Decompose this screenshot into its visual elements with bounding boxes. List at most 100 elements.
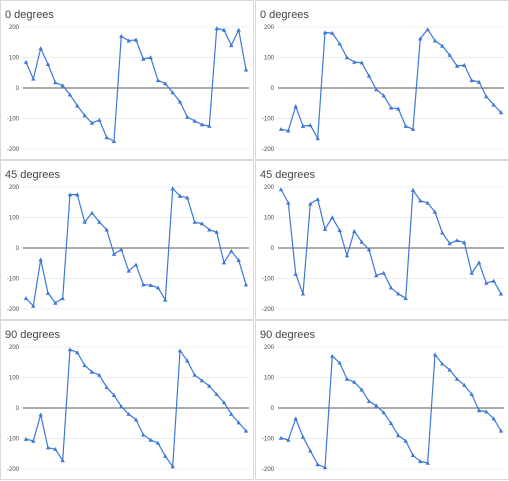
data-point — [403, 438, 408, 443]
data-point — [491, 102, 496, 107]
data-point — [155, 285, 161, 290]
data-point — [214, 26, 219, 31]
chart-panel-4: 45 degrees 200 100 0 -100 -200 — [255, 160, 509, 320]
data-point — [447, 367, 452, 372]
y-tick-label: -200 — [7, 147, 20, 153]
data-point — [278, 127, 284, 131]
data-point — [177, 348, 183, 353]
data-point — [155, 440, 161, 445]
data-point — [75, 103, 80, 108]
data-point — [454, 238, 460, 243]
y-tick-label: 100 — [264, 56, 275, 62]
data-point — [141, 56, 146, 61]
data-point — [315, 462, 320, 467]
data-point — [236, 420, 241, 425]
data-point — [352, 229, 357, 233]
y-tick-label: 0 — [271, 86, 275, 92]
data-point — [23, 59, 29, 64]
data-point — [214, 229, 219, 234]
data-point — [337, 41, 342, 46]
data-point — [148, 283, 153, 287]
data-point — [381, 410, 386, 415]
data-point — [293, 271, 298, 276]
data-point — [322, 465, 328, 470]
y-tick-label: 0 — [16, 246, 20, 252]
data-point — [432, 209, 438, 214]
y-tick-label: -200 — [262, 307, 275, 313]
data-point — [278, 187, 284, 192]
data-point — [374, 403, 379, 408]
chart-panel-6: 90 degrees 200 100 0 -100 -200 — [255, 320, 509, 480]
data-point — [447, 241, 452, 246]
data-point — [498, 428, 504, 433]
data-point — [119, 33, 124, 38]
data-point — [396, 291, 401, 296]
data-point — [111, 251, 117, 256]
data-point — [97, 372, 102, 377]
y-tick-label: -100 — [262, 277, 275, 283]
data-point — [300, 434, 306, 439]
data-point — [60, 296, 65, 301]
data-point — [484, 280, 489, 285]
chart-svg-6: 90 degrees 200 100 0 -100 -200 — [260, 329, 504, 473]
chart-title: 90 degrees — [260, 329, 316, 341]
y-tick-label: -200 — [7, 467, 20, 473]
data-point — [381, 93, 386, 98]
data-point — [308, 201, 313, 206]
y-tick-label: -100 — [262, 437, 275, 443]
y-tick-label: 0 — [16, 406, 20, 412]
data-point — [352, 379, 357, 384]
data-point — [214, 392, 219, 396]
data-point — [177, 99, 183, 104]
data-point — [286, 200, 291, 205]
data-point — [388, 421, 394, 425]
data-point — [53, 447, 58, 451]
data-point — [491, 416, 496, 421]
y-tick-label: -200 — [262, 467, 275, 473]
data-point — [141, 282, 146, 287]
data-point — [45, 445, 51, 450]
data-point — [229, 248, 234, 253]
data-point — [45, 290, 51, 295]
data-point — [300, 123, 306, 128]
data-point — [53, 80, 58, 85]
data-point — [67, 347, 73, 352]
chart-title: 0 degrees — [5, 9, 54, 21]
y-tick-label: 200 — [264, 345, 275, 351]
data-point — [60, 458, 65, 463]
data-point — [484, 94, 489, 99]
data-point — [396, 106, 401, 111]
data-point — [199, 122, 205, 127]
data-point — [476, 79, 482, 84]
data-point — [243, 428, 249, 433]
data-point — [236, 27, 241, 32]
data-point — [308, 123, 313, 127]
data-point — [374, 273, 379, 278]
data-point — [396, 433, 401, 438]
chart-title: 0 degrees — [260, 9, 309, 21]
series-line — [280, 353, 502, 469]
data-point — [97, 117, 102, 122]
data-point — [185, 195, 190, 200]
data-point — [469, 270, 474, 275]
y-tick-label: 100 — [264, 376, 275, 382]
data-point — [67, 92, 73, 97]
y-tick-label: 0 — [271, 246, 275, 252]
data-point — [352, 59, 357, 64]
data-point — [425, 200, 430, 205]
chart-svg-5: 90 degrees 200 100 0 -100 -200 — [5, 329, 249, 473]
data-point — [82, 363, 87, 368]
y-tick-label: 100 — [264, 216, 275, 222]
data-point — [308, 448, 313, 453]
chart-svg-2: 0 degrees 200 100 0 -100 -200 — [260, 9, 504, 153]
y-tick-label: 0 — [16, 86, 20, 92]
data-point — [221, 400, 227, 405]
data-point — [67, 192, 73, 197]
data-point — [315, 197, 320, 201]
data-point — [192, 372, 197, 377]
data-point — [104, 135, 109, 140]
data-point — [75, 192, 80, 197]
data-point — [344, 55, 350, 60]
data-point — [286, 128, 291, 133]
y-tick-label: 200 — [9, 345, 20, 351]
